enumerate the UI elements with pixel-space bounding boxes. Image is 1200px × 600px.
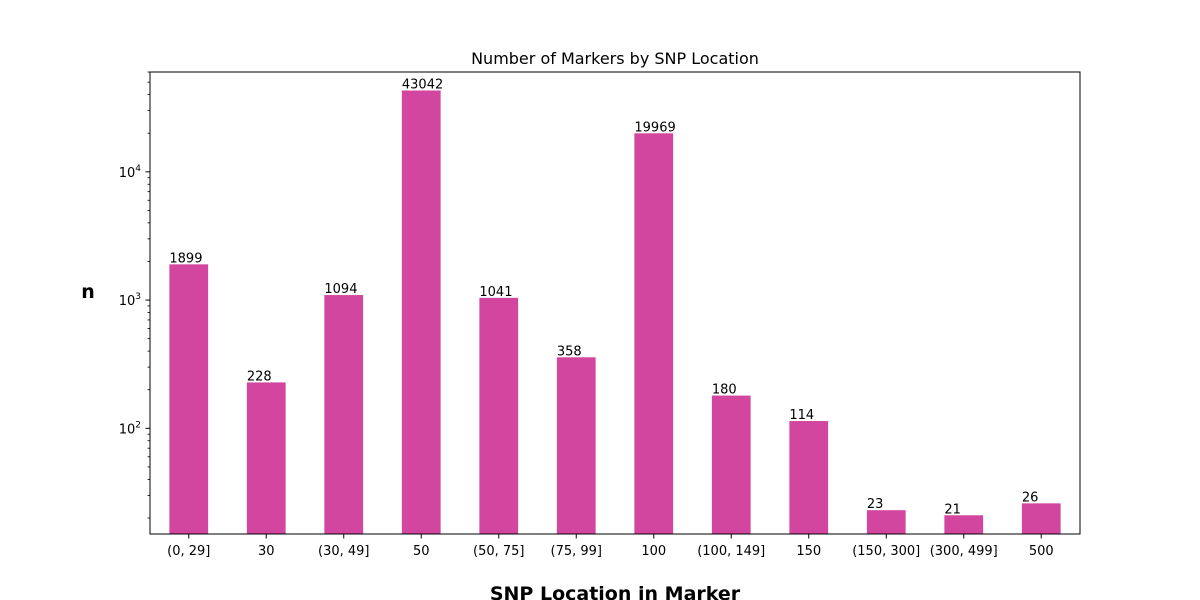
bar [169,264,209,534]
x-axis-title: SNP Location in Marker [490,583,741,600]
bar [1021,503,1061,534]
x-tick-label: 100 [641,544,666,559]
x-tick-label: (30, 49] [318,544,370,559]
bar-value-label: 19969 [634,120,675,135]
bar [789,421,829,534]
plot-frame [149,71,1081,535]
bar-value-label: 1094 [324,282,357,297]
bar [634,133,674,534]
bar [246,382,286,534]
y-tick-label: 102 [119,420,141,437]
bar-value-label: 180 [712,383,737,398]
x-tick-label: 500 [1029,544,1054,559]
bar [324,295,364,534]
bar [866,510,906,534]
x-tick-label: (50, 75] [473,544,525,559]
x-tick-label: (100, 149] [697,544,765,559]
plot-area: 102 103 104 (0, 29] 1899 30 228 (30, 49] 1094 50 4… [119,71,1061,559]
bar-value-label: 26 [1022,490,1039,505]
bar-value-label: 43042 [402,78,443,93]
x-tick-label: (150, 300] [852,544,920,559]
y-tick-label: 103 [119,292,141,309]
y-tick-label: 104 [119,164,142,181]
x-tick-label: 150 [796,544,821,559]
bar-value-label: 21 [944,502,961,517]
bar [944,515,984,534]
bar-value-label: 358 [557,344,582,359]
x-tick-label: 30 [258,544,275,559]
bar-value-label: 228 [247,369,272,384]
x-tick-label: 50 [413,544,430,559]
bar-value-label: 23 [867,497,884,512]
bar [556,357,596,534]
bar [401,90,441,534]
bar [711,395,751,534]
x-tick-label: (300, 499] [930,544,998,559]
x-tick-label: (0, 29] [167,544,210,559]
chart-title: Number of Markers by SNP Location [471,49,759,68]
bar [479,297,519,534]
bar-value-label: 1899 [169,251,202,266]
bar-value-label: 1041 [479,285,512,300]
y-axis-title: n [81,281,95,303]
bar-value-label: 114 [789,408,814,423]
x-tick-label: (75, 99] [551,544,603,559]
